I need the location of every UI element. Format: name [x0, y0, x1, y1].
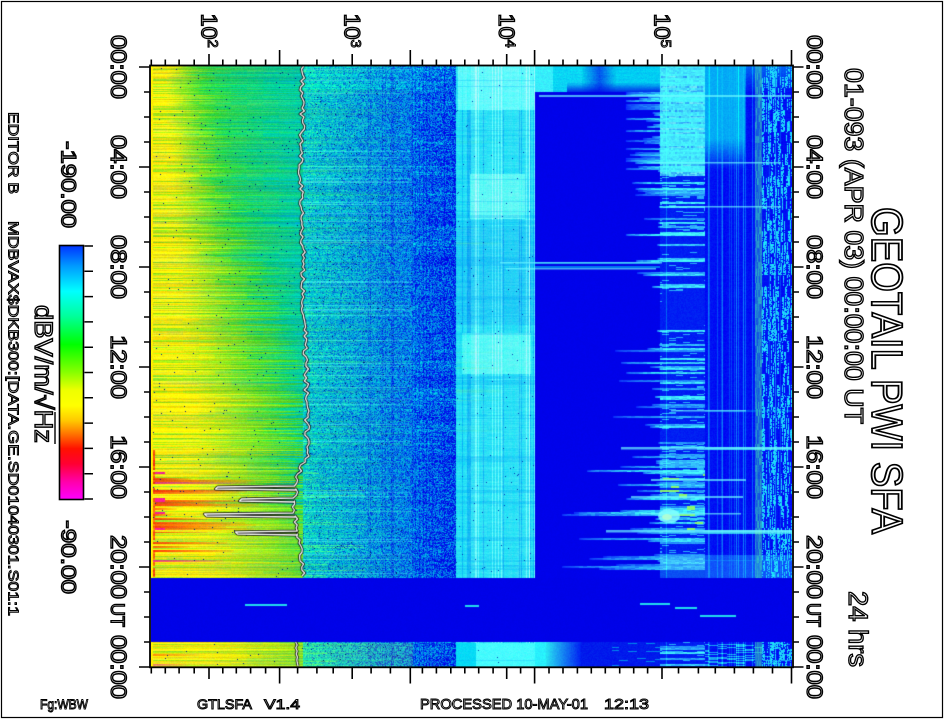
svg-text:20:00: 20:00: [106, 535, 131, 599]
svg-text:01-093 (APR 03) 00:00:00 UT: 01-093 (APR 03) 00:00:00 UT: [839, 68, 869, 424]
svg-text:00:00: 00:00: [106, 635, 131, 699]
svg-text:12:00: 12:00: [802, 335, 827, 399]
svg-text:GEOTAIL PWI SFA: GEOTAIL PWI SFA: [862, 207, 911, 535]
svg-text:UT: UT: [802, 603, 823, 627]
svg-text:102: 102: [197, 14, 222, 48]
svg-text:20:00: 20:00: [802, 535, 827, 599]
svg-text:04:00: 04:00: [802, 135, 827, 199]
svg-text:105: 105: [650, 14, 675, 48]
svg-text:PROCESSED 10-MAY-01: PROCESSED 10-MAY-01: [420, 696, 588, 713]
svg-text:16:00: 16:00: [106, 435, 131, 499]
svg-text:12:13: 12:13: [604, 696, 649, 713]
svg-text:dBV/m/√Hz: dBV/m/√Hz: [29, 305, 57, 443]
svg-text:04:00: 04:00: [106, 135, 131, 199]
svg-text:V1.4: V1.4: [264, 696, 300, 712]
svg-text:00:00: 00:00: [802, 635, 827, 699]
svg-text:GTLSFA: GTLSFA: [197, 696, 253, 712]
svg-text:UT: UT: [106, 603, 127, 627]
svg-text:00:00: 00:00: [106, 35, 131, 99]
svg-text:12:00: 12:00: [106, 335, 131, 399]
svg-text:08:00: 08:00: [802, 235, 827, 299]
svg-text:MDBVAX$DKB300:[DATA.GE.SD01040: MDBVAX$DKB300:[DATA.GE.SD01040301.S01:1: [5, 221, 22, 616]
svg-text:16:00: 16:00: [802, 435, 827, 499]
svg-text:00:00: 00:00: [802, 35, 827, 99]
svg-text:24 hrs: 24 hrs: [843, 591, 873, 667]
svg-text:EDITOR B: EDITOR B: [5, 112, 22, 194]
svg-text:103: 103: [340, 14, 365, 48]
svg-text:-90.00: -90.00: [57, 520, 80, 594]
svg-text:Fg:WBW: Fg:WBW: [40, 696, 89, 712]
svg-text:104: 104: [494, 14, 519, 48]
svg-text:-190.00: -190.00: [57, 141, 80, 228]
svg-text:08:00: 08:00: [106, 235, 131, 299]
